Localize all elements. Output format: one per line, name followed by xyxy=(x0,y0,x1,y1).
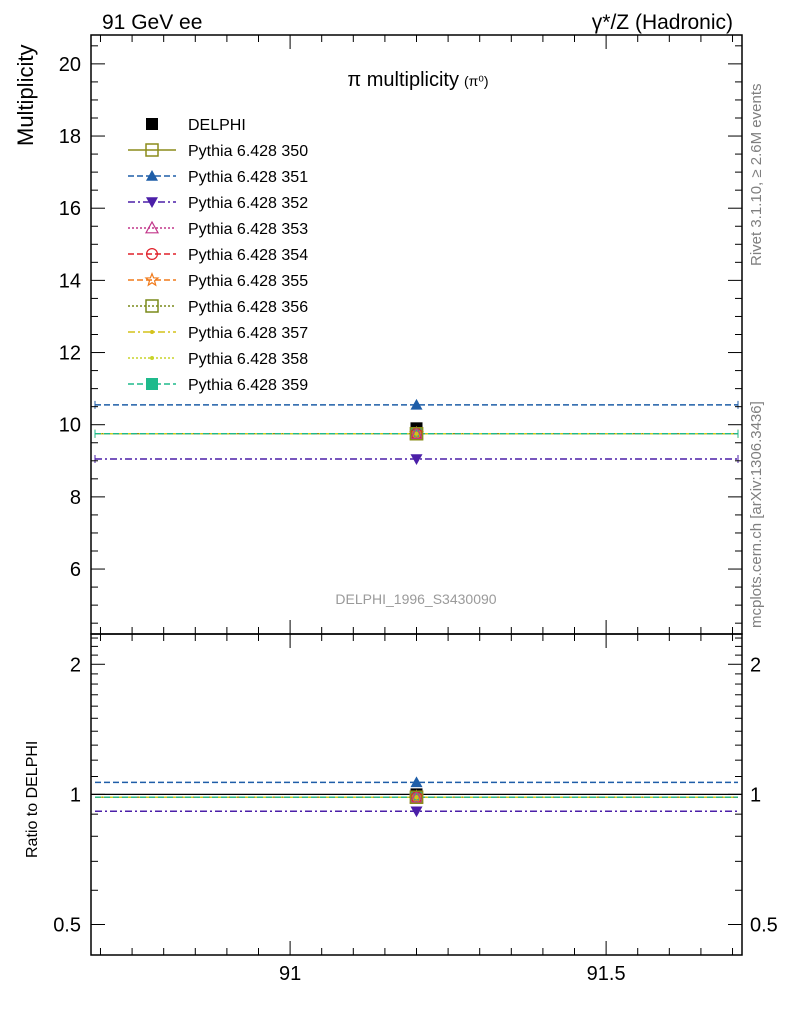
legend-marker xyxy=(150,330,154,334)
xtick-label: 91.5 xyxy=(587,963,626,985)
legend-label: Pythia 6.428 350 xyxy=(188,143,308,160)
legend-label: Pythia 6.428 358 xyxy=(188,351,308,368)
legend-marker xyxy=(146,197,158,208)
chart-title-sub: (π⁰) xyxy=(464,73,489,89)
series-marker-main xyxy=(410,454,423,465)
legend-marker xyxy=(146,378,158,390)
main-ytick-label: 12 xyxy=(59,343,81,365)
legend-marker xyxy=(145,143,159,157)
ratio-ytick-label: 1 xyxy=(70,784,81,806)
legend-label: Pythia 6.428 355 xyxy=(188,273,308,290)
main-ytick-label: 14 xyxy=(59,270,81,292)
legend-marker xyxy=(144,272,160,287)
main-ylabel: Multiplicity xyxy=(13,45,38,146)
header-left: 91 GeV ee xyxy=(102,11,202,34)
mcplots-label: mcplots.cern.ch [arXiv:1306.3436] xyxy=(748,401,765,628)
series-marker-ratio xyxy=(410,776,423,788)
legend-marker xyxy=(144,220,160,234)
rivet-label: Rivet 3.1.10, ≥ 2.6M events xyxy=(748,84,765,267)
series-marker-ratio xyxy=(414,795,419,800)
legend-marker xyxy=(145,299,159,313)
ratio-ytick-label-right: 1 xyxy=(750,784,761,806)
ratio-ylabel: Ratio to DELPHI xyxy=(24,741,41,858)
header-right: γ*/Z (Hadronic) xyxy=(592,11,733,34)
legend-label: Pythia 6.428 357 xyxy=(188,325,308,342)
legend-marker xyxy=(146,170,158,181)
series-marker-main xyxy=(410,398,423,410)
main-ytick-label: 16 xyxy=(59,198,81,220)
legend-marker xyxy=(146,248,159,261)
legend-label: Pythia 6.428 354 xyxy=(188,247,308,264)
chart-title: π multiplicity (π⁰) xyxy=(347,69,488,91)
ratio-ytick-label-right: 0.5 xyxy=(750,914,778,936)
series-marker-main xyxy=(409,426,424,440)
xtick-label: 91 xyxy=(279,963,301,985)
analysis-label: DELPHI_1996_S3430090 xyxy=(335,591,496,607)
legend-label: Pythia 6.428 352 xyxy=(188,195,308,212)
series-marker-main xyxy=(414,431,419,436)
series-marker-ratio xyxy=(409,789,424,803)
legend-marker-data xyxy=(146,118,158,130)
chart-title-main: π multiplicity xyxy=(347,69,459,91)
series-marker-ratio xyxy=(410,806,423,818)
legend-label: Pythia 6.428 356 xyxy=(188,299,308,316)
ratio-ytick-label-right: 2 xyxy=(750,654,761,676)
legend: DELPHI Pythia 6.428 350 Pythia 6.428 351 Py… xyxy=(128,117,308,394)
ratio-ytick-label: 2 xyxy=(70,654,81,676)
main-ytick-label: 20 xyxy=(59,54,81,76)
main-ytick-label: 8 xyxy=(70,487,81,509)
main-ytick-label: 18 xyxy=(59,126,81,148)
series-marker-ratio xyxy=(409,790,424,804)
ratio-ytick-label: 0.5 xyxy=(53,914,81,936)
legend-label: Pythia 6.428 353 xyxy=(188,221,308,238)
series-marker-main xyxy=(409,426,424,441)
legend-label-data: DELPHI xyxy=(188,117,246,134)
legend-label: Pythia 6.428 351 xyxy=(188,169,308,186)
main-ytick-label: 10 xyxy=(59,415,81,437)
legend-marker xyxy=(150,356,154,360)
legend-label: Pythia 6.428 359 xyxy=(188,377,308,394)
main-ytick-label: 6 xyxy=(70,559,81,581)
